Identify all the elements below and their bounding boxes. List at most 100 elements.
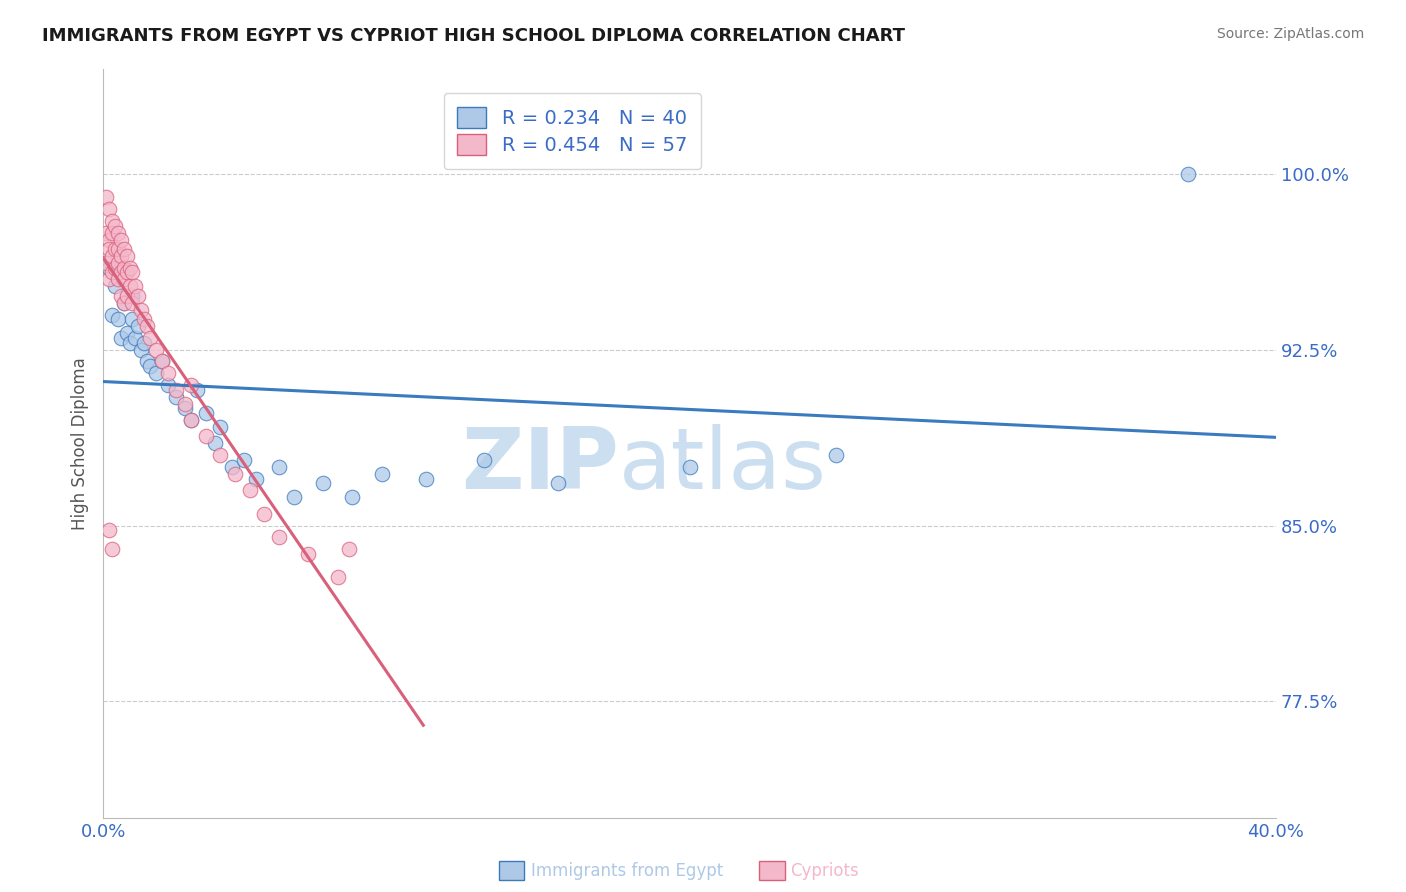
Point (339, 541, 361, 556)
Point (224, 467, 246, 481)
Point (134, 312, 156, 326)
Point (174, 401, 197, 416)
Point (342, 491, 364, 505)
Point (127, 319, 149, 334)
Point (104, 260, 127, 275)
Point (118, 335, 141, 350)
Point (180, 378, 202, 392)
Point (204, 436, 226, 450)
Point (98, 202, 121, 216)
Point (370, 467, 392, 481)
Point (209, 448, 232, 462)
Point (121, 289, 143, 303)
Point (110, 331, 132, 345)
Point (115, 289, 138, 303)
Point (186, 383, 208, 397)
Point (94, 256, 117, 270)
Point (112, 272, 135, 286)
Point (112, 242, 135, 256)
Point (94, 226, 117, 240)
Point (98, 260, 121, 275)
Point (129, 302, 152, 317)
Point (107, 312, 129, 326)
Point (101, 249, 124, 263)
Point (283, 491, 305, 505)
Point (110, 265, 132, 279)
Point (101, 265, 124, 279)
Point (312, 476, 335, 491)
Point (104, 279, 127, 293)
Point (472, 453, 495, 467)
Point (115, 249, 138, 263)
Point (297, 547, 319, 561)
Point (139, 331, 162, 345)
Point (194, 429, 217, 443)
Point (165, 390, 187, 404)
Point (209, 420, 232, 434)
Point (221, 459, 243, 474)
Point (118, 260, 141, 275)
Point (124, 331, 146, 345)
Text: Cypriots: Cypriots (790, 862, 859, 880)
Point (415, 472, 437, 486)
Point (136, 354, 159, 368)
Point (326, 570, 349, 584)
Point (150, 354, 173, 368)
Y-axis label: High School Diploma: High School Diploma (72, 357, 89, 530)
Point (94, 190, 117, 204)
Point (127, 289, 149, 303)
Point (139, 359, 162, 373)
Point (1177, 167, 1199, 181)
Point (112, 260, 135, 275)
Point (121, 265, 143, 279)
Point (110, 233, 132, 247)
Point (239, 483, 262, 498)
Point (180, 413, 202, 427)
Point (174, 397, 197, 411)
Point (101, 541, 124, 556)
Point (112, 296, 135, 310)
Point (107, 256, 129, 270)
Point (232, 453, 254, 467)
Point (101, 308, 124, 322)
Point (267, 530, 290, 544)
Point (98, 242, 121, 256)
Point (107, 272, 129, 286)
Point (156, 378, 179, 392)
Point (194, 406, 217, 420)
Point (104, 242, 127, 256)
Point (145, 366, 167, 380)
Point (115, 265, 138, 279)
Point (129, 343, 152, 357)
Point (253, 507, 276, 521)
Point (124, 279, 146, 293)
Point (678, 459, 700, 474)
Point (825, 448, 848, 462)
Text: Immigrants from Egypt: Immigrants from Egypt (531, 862, 724, 880)
Point (245, 472, 267, 486)
Legend: R = 0.234   N = 40, R = 0.454   N = 57: R = 0.234 N = 40, R = 0.454 N = 57 (444, 94, 702, 169)
Point (118, 279, 141, 293)
Point (98, 233, 121, 247)
Point (134, 335, 156, 350)
Point (156, 366, 179, 380)
Point (547, 476, 569, 491)
Point (150, 354, 173, 368)
Text: Source: ZipAtlas.com: Source: ZipAtlas.com (1216, 27, 1364, 41)
Point (110, 249, 132, 263)
Point (101, 226, 124, 240)
Text: IMMIGRANTS FROM EGYPT VS CYPRIOT HIGH SCHOOL DIPLOMA CORRELATION CHART: IMMIGRANTS FROM EGYPT VS CYPRIOT HIGH SC… (42, 27, 905, 45)
Text: ZIP: ZIP (461, 425, 619, 508)
Point (98, 523, 121, 537)
Point (267, 459, 290, 474)
Point (112, 296, 135, 310)
Point (136, 319, 159, 334)
Point (121, 312, 143, 326)
Point (145, 343, 167, 357)
Point (165, 383, 187, 397)
Point (180, 413, 202, 427)
Point (110, 289, 132, 303)
Point (107, 242, 129, 256)
Text: atlas: atlas (619, 425, 827, 508)
Point (101, 214, 124, 228)
